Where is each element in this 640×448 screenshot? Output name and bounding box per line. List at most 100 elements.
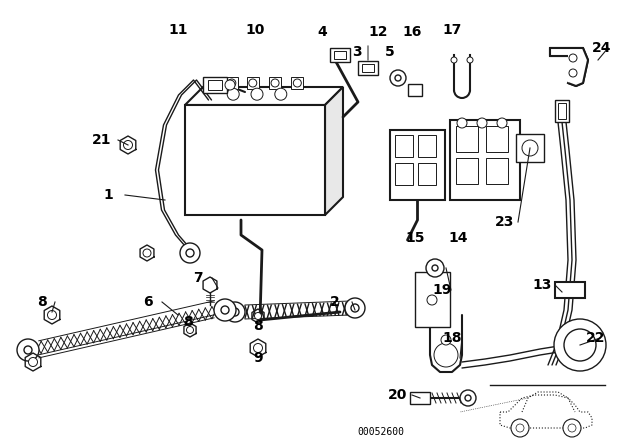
Text: 13: 13 (532, 278, 552, 292)
Circle shape (225, 80, 235, 90)
Text: 16: 16 (403, 25, 422, 39)
Bar (555, 100, 569, 122)
Text: 5: 5 (385, 45, 395, 59)
Circle shape (255, 313, 262, 319)
Polygon shape (185, 87, 343, 105)
Bar (203, 77, 227, 93)
Circle shape (345, 298, 365, 318)
Circle shape (426, 259, 444, 277)
Circle shape (214, 299, 236, 321)
Bar (408, 84, 422, 96)
Text: 12: 12 (368, 25, 388, 39)
Bar (334, 51, 346, 59)
Circle shape (576, 339, 594, 357)
Bar (486, 126, 508, 152)
Text: 3: 3 (352, 45, 362, 59)
Bar (450, 120, 520, 200)
Text: 15: 15 (405, 231, 425, 245)
Circle shape (271, 79, 279, 87)
Circle shape (231, 308, 239, 316)
Bar (486, 158, 508, 184)
Circle shape (186, 249, 194, 257)
Text: 14: 14 (448, 231, 468, 245)
Circle shape (351, 304, 359, 312)
Circle shape (427, 295, 437, 305)
Circle shape (227, 88, 239, 100)
Text: 18: 18 (442, 331, 461, 345)
Text: 11: 11 (168, 23, 188, 37)
Bar (395, 163, 413, 185)
Text: 24: 24 (592, 41, 612, 55)
Bar (516, 134, 544, 162)
Bar (418, 135, 436, 157)
Circle shape (17, 339, 39, 361)
Text: 7: 7 (193, 271, 203, 285)
Bar (456, 126, 478, 152)
Circle shape (460, 390, 476, 406)
Circle shape (253, 344, 262, 353)
Bar (247, 77, 259, 89)
Circle shape (225, 302, 245, 322)
Circle shape (569, 54, 577, 62)
Text: 8: 8 (183, 315, 193, 329)
Circle shape (390, 70, 406, 86)
Text: 9: 9 (253, 351, 263, 365)
Bar (362, 64, 374, 72)
Circle shape (467, 57, 473, 63)
Circle shape (293, 79, 301, 87)
Bar (291, 77, 303, 89)
Bar (208, 80, 222, 90)
Text: 20: 20 (388, 388, 408, 402)
Circle shape (554, 319, 606, 371)
Circle shape (451, 57, 457, 63)
Bar (558, 103, 566, 119)
Text: 8: 8 (37, 295, 47, 309)
Circle shape (275, 88, 287, 100)
Bar (358, 61, 378, 75)
Text: 21: 21 (92, 133, 112, 147)
Text: 2: 2 (330, 295, 340, 309)
Circle shape (564, 329, 596, 361)
Polygon shape (550, 48, 588, 86)
Circle shape (563, 419, 581, 437)
Text: 17: 17 (442, 23, 461, 37)
Bar (185, 105, 325, 215)
Bar (555, 282, 585, 298)
Polygon shape (325, 87, 343, 215)
Text: 8: 8 (253, 319, 263, 333)
Circle shape (434, 343, 458, 367)
Bar (395, 135, 413, 157)
Circle shape (516, 424, 524, 432)
Circle shape (522, 140, 538, 156)
Circle shape (497, 118, 507, 128)
Text: 1: 1 (103, 188, 113, 202)
Text: 19: 19 (432, 283, 452, 297)
Circle shape (395, 75, 401, 81)
Circle shape (569, 69, 577, 77)
Bar (269, 77, 281, 89)
Circle shape (186, 327, 193, 333)
Circle shape (465, 395, 471, 401)
Circle shape (477, 118, 487, 128)
Bar (330, 48, 350, 62)
Text: 6: 6 (143, 295, 153, 309)
Text: 4: 4 (317, 25, 327, 39)
Circle shape (432, 265, 438, 271)
Text: 00052600: 00052600 (357, 427, 404, 437)
Bar (418, 163, 436, 185)
Circle shape (511, 419, 529, 437)
Text: 22: 22 (586, 331, 605, 345)
Circle shape (47, 310, 56, 319)
Circle shape (441, 335, 451, 345)
Bar (390, 130, 445, 200)
Circle shape (221, 306, 229, 314)
Circle shape (29, 358, 38, 366)
Circle shape (251, 88, 263, 100)
Circle shape (180, 243, 200, 263)
Circle shape (457, 118, 467, 128)
Circle shape (143, 249, 151, 257)
Circle shape (228, 79, 236, 87)
Circle shape (582, 345, 588, 351)
Bar (410, 392, 430, 404)
Circle shape (24, 346, 32, 354)
